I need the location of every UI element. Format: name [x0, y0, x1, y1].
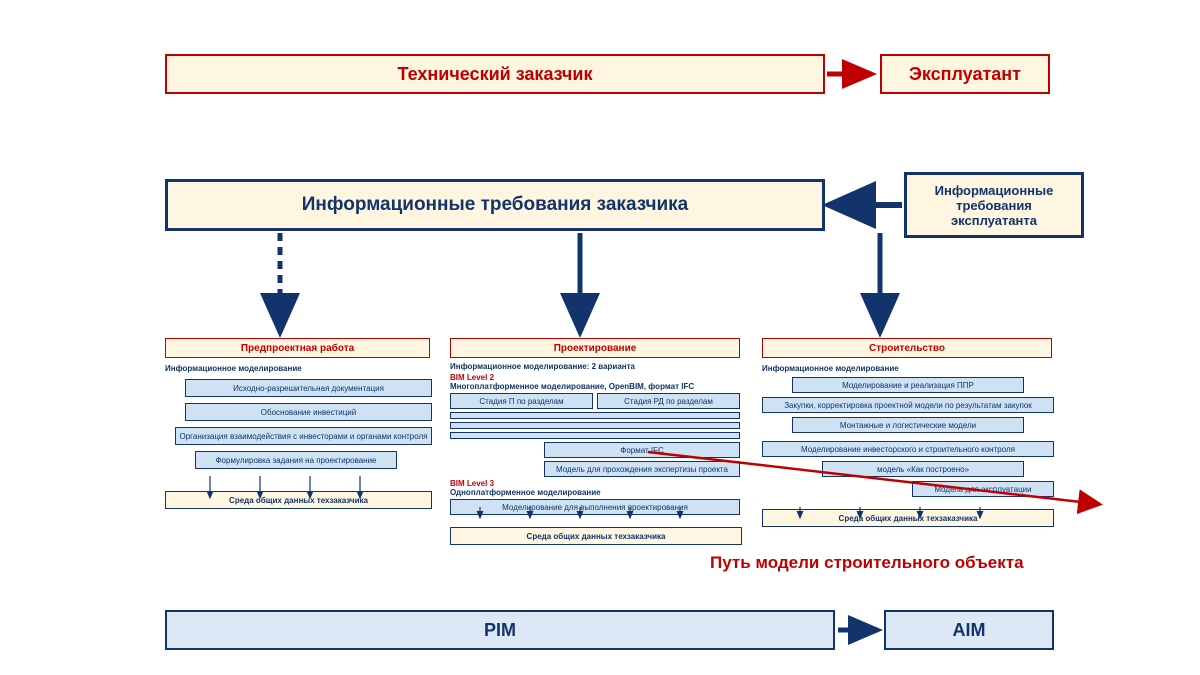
bim2-label: BIM Level 2: [450, 373, 740, 382]
preproject-footer: Среда общих данных техзаказчика: [165, 491, 432, 509]
preproject-row-3: Формулировка задания на проектирование: [195, 451, 397, 469]
preproject-row-2: Организация взаимодействия с инвесторами…: [175, 427, 432, 445]
technical-customer-box: Технический заказчик: [165, 54, 825, 94]
column-preproject: Предпроектная работа Информационное моде…: [165, 338, 430, 509]
bim2-bar-0: [450, 412, 740, 419]
bim2-ifc: Формат IFC: [544, 442, 740, 458]
bim2-stage-p: Стадия П по разделам: [450, 393, 593, 409]
construction-row-4: модель «Как построено»: [822, 461, 1024, 477]
pim-box: PIM: [165, 610, 835, 650]
construction-row-2: Монтажные и логистические модели: [792, 417, 1024, 433]
info-requirements-main-label: Информационные требования заказчика: [302, 194, 689, 216]
preproject-header: Предпроектная работа: [165, 338, 430, 358]
construction-row-1: Закупки, корректировка проектной модели …: [762, 397, 1054, 413]
model-path-caption: Путь модели строительного объекта: [710, 553, 1024, 573]
column-design: Проектирование Информационное моделирова…: [450, 338, 740, 545]
operator-label: Эксплуатант: [909, 64, 1021, 85]
bim2-sub: Многоплатформенное моделирование, OpenBI…: [450, 382, 740, 391]
construction-footer: Среда общих данных техзаказчика: [762, 509, 1054, 527]
construction-row-3: Моделирование инвесторского и строительн…: [762, 441, 1054, 457]
preproject-row-1: Обоснование инвестиций: [185, 403, 432, 421]
construction-subtitle: Информационное моделирование: [762, 364, 1052, 373]
construction-row-5: Модель для эксплуатации: [912, 481, 1054, 497]
bim2-bar-2: [450, 432, 740, 439]
construction-row-0: Моделирование и реализация ППР: [792, 377, 1024, 393]
info-requirements-operator-label: Информационные требования эксплуатанта: [917, 183, 1071, 228]
bim2-expert: Модель для прохождения экспертизы проект…: [544, 461, 740, 477]
operator-box: Эксплуатант: [880, 54, 1050, 94]
preproject-row-0: Исходно-разрешительная документация: [185, 379, 432, 397]
column-construction: Строительство Информационное моделирован…: [762, 338, 1052, 527]
bim2-stage-rd: Стадия РД по разделам: [597, 393, 740, 409]
aim-label: AIM: [953, 620, 986, 641]
bim3-label: BIM Level 3: [450, 479, 740, 488]
info-requirements-main-box: Информационные требования заказчика: [165, 179, 825, 231]
technical-customer-label: Технический заказчик: [398, 64, 593, 85]
design-header: Проектирование: [450, 338, 740, 358]
bim2-bar-1: [450, 422, 740, 429]
aim-box: AIM: [884, 610, 1054, 650]
info-requirements-operator-box: Информационные требования эксплуатанта: [904, 172, 1084, 238]
bim3-row: Моделирование для выполнения проектирова…: [450, 499, 740, 515]
pim-label: PIM: [484, 620, 516, 641]
design-footer: Среда общих данных техзаказчика: [450, 527, 742, 545]
design-subtitle: Информационное моделирование: 2 варианта: [450, 362, 740, 371]
bim3-sub: Одноплатформенное моделирование: [450, 488, 740, 497]
construction-header: Строительство: [762, 338, 1052, 358]
preproject-subtitle: Информационное моделирование: [165, 364, 430, 373]
